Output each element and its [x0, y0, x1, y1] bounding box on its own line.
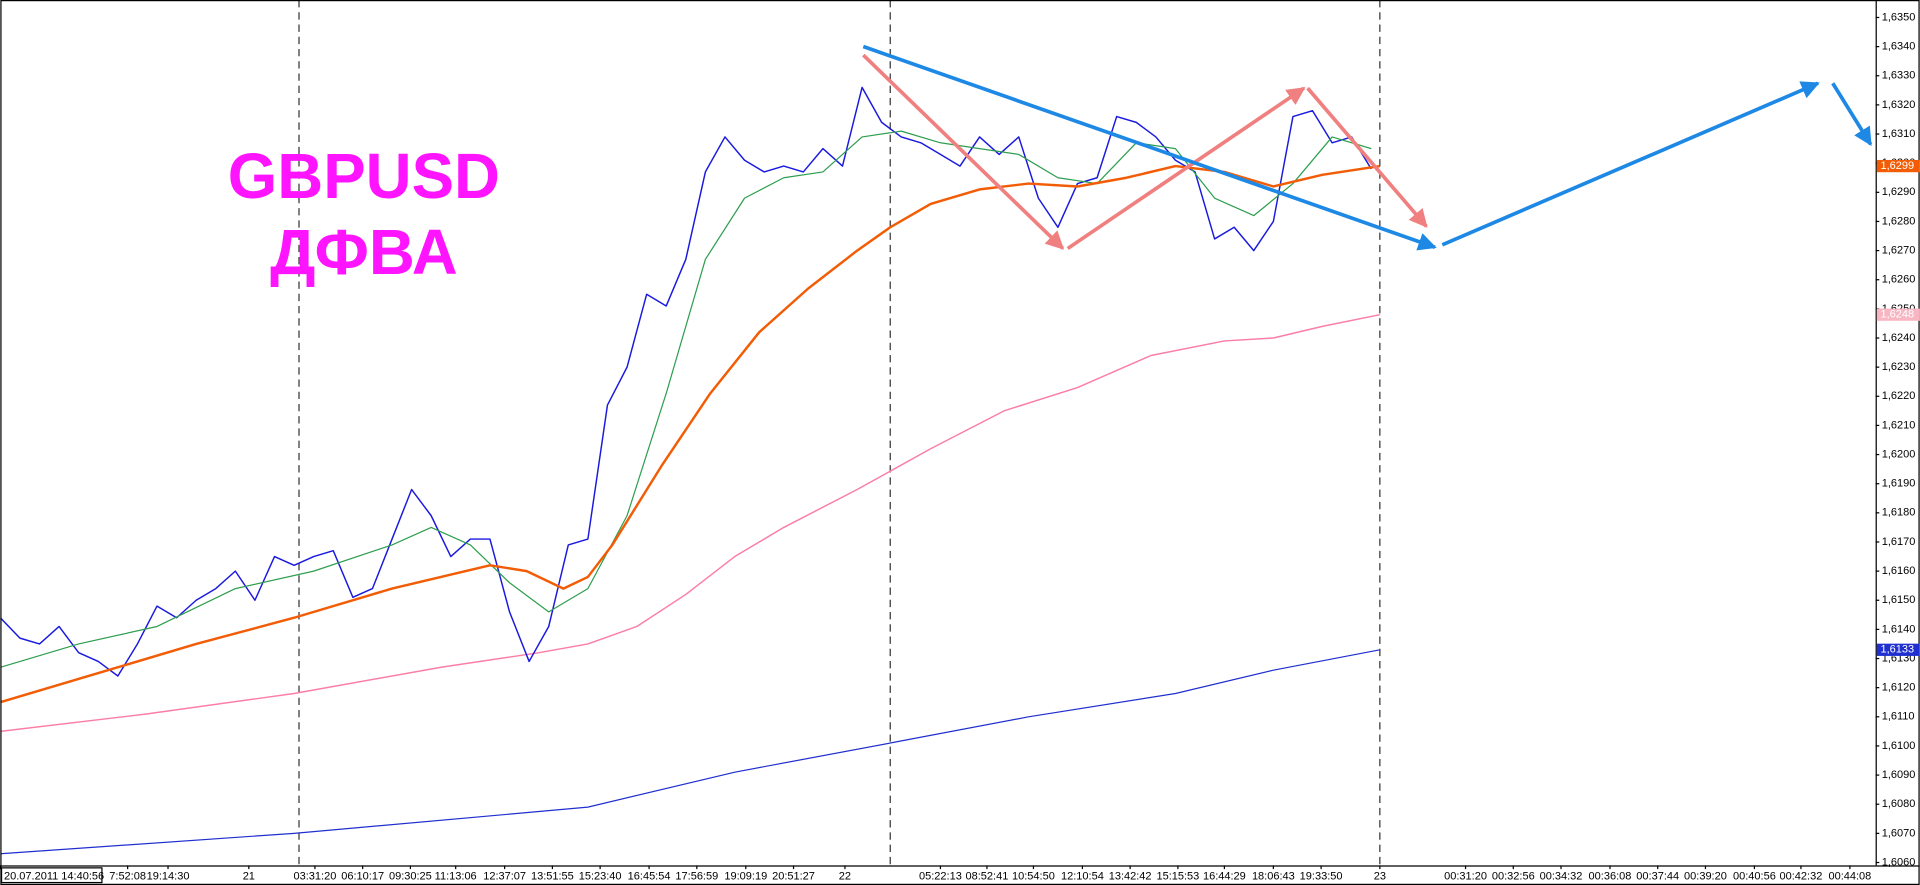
y-tick-label: 1,6280	[1882, 215, 1916, 227]
trend-arrow	[1441, 81, 1820, 247]
y-tick-label: 1,6330	[1882, 70, 1916, 82]
series-line	[0, 649, 1380, 855]
plot-area	[0, 0, 1381, 866]
x-tick-label: 05:22:13	[919, 870, 962, 882]
y-tick-label: 1,6100	[1882, 740, 1916, 752]
drawings	[862, 44, 1873, 251]
x-tick-label: 21	[243, 870, 255, 882]
x-tick-label: 20:51:27	[772, 870, 815, 882]
y-tick-label: 1,6310	[1882, 128, 1916, 140]
x-tick-label: 18:06:43	[1252, 870, 1295, 882]
price-label-box	[1876, 308, 1920, 321]
y-tick-label: 1,6090	[1882, 769, 1916, 781]
trend-arrow	[1831, 82, 1873, 147]
x-tick-label: 19:09:19	[724, 870, 767, 882]
x-tick-label: 15:23:40	[579, 870, 622, 882]
series-line	[0, 86, 1372, 677]
x-tick-label: 12:37:07	[483, 870, 526, 882]
price-label: 1,6248	[1880, 309, 1914, 321]
x-tick-label: 00:36:08	[1589, 870, 1632, 882]
y-tick-label: 1,6080	[1882, 798, 1916, 810]
x-tick-label: 13:51:55	[531, 870, 574, 882]
x-tick-label: 19:33:50	[1300, 870, 1343, 882]
x-tick-box	[0, 867, 103, 884]
trend-arrow	[862, 44, 1437, 251]
x-tick-label: 16:44:29	[1203, 870, 1246, 882]
x-tick-label: 10:54:50	[1012, 870, 1055, 882]
y-tick-label: 1,6320	[1882, 99, 1916, 111]
trend-arrow	[862, 53, 1065, 250]
x-tick-label: 20.07.2011 14:40:56	[4, 870, 104, 882]
x-tick-label: 00:34:32	[1540, 870, 1583, 882]
y-tick-label: 1,6230	[1882, 361, 1916, 373]
y-tick-label: 1,6220	[1882, 390, 1916, 402]
x-tick-label: 00:44:08	[1828, 870, 1871, 882]
y-tick-label: 1,6200	[1882, 448, 1916, 460]
price-label-box	[1876, 643, 1920, 656]
y-tick-label: 1,6120	[1882, 682, 1916, 694]
x-tick-label: 11:13:06	[435, 870, 477, 882]
price-label: 1,6299	[1880, 160, 1914, 172]
x-tick-label: 00:42:32	[1780, 870, 1823, 882]
x-tick-label: 00:37:44	[1636, 870, 1679, 882]
trend-arrow	[1306, 86, 1428, 228]
y-tick-label: 1,6180	[1882, 507, 1916, 519]
y-tick-label: 1,6150	[1882, 594, 1916, 606]
series-line	[0, 130, 1372, 668]
series-line	[0, 313, 1381, 733]
y-tick-label: 1,6210	[1882, 419, 1916, 431]
x-tick-label: 00:31:20	[1444, 870, 1487, 882]
x-tick-label: 16:45:54	[628, 870, 671, 882]
y-tick-label: 1,6340	[1882, 41, 1916, 53]
y-tick-label: 1,6240	[1882, 332, 1916, 344]
x-tick-label: 00:32:56	[1492, 870, 1535, 882]
y-tick-label: 1,6070	[1882, 827, 1916, 839]
y-tick-label: 1,6270	[1882, 244, 1916, 256]
y-tick-label: 1,6290	[1882, 186, 1916, 198]
x-tick-label: 00:40:56	[1733, 870, 1776, 882]
trend-arrow	[1066, 86, 1306, 251]
y-tick-label: 1,6110	[1882, 711, 1915, 723]
x-tick-label: 17:56:59	[675, 870, 718, 882]
x-tick-label: 7:52:08	[109, 870, 146, 882]
price-label: 1,6133	[1880, 644, 1914, 656]
x-tick-label: 22	[839, 870, 851, 882]
x-tick-label: 08:52:41	[966, 870, 1009, 882]
x-tick-label: 00:39:20	[1684, 870, 1727, 882]
price-label-box	[1876, 159, 1920, 173]
y-tick-label: 1,6140	[1882, 623, 1916, 635]
x-tick-label: 06:10:17	[341, 870, 384, 882]
x-tick-label: 15:15:53	[1156, 870, 1199, 882]
y-tick-label: 1,6060	[1882, 856, 1916, 868]
series-line	[0, 164, 1381, 704]
annotation: GBPUSD	[228, 141, 500, 212]
y-tick-label: 1,6170	[1882, 536, 1916, 548]
x-tick-label: 09:30:25	[389, 870, 432, 882]
y-tick-label: 1,6160	[1882, 565, 1916, 577]
x-tick-label: 12:10:54	[1061, 870, 1104, 882]
y-tick-label: 1,6350	[1882, 11, 1916, 23]
y-tick-label: 1,6190	[1882, 478, 1916, 490]
annotation: ДФВА	[270, 217, 458, 288]
x-tick-label: 19:14:30	[147, 870, 190, 882]
y-tick-label: 1,6260	[1882, 274, 1916, 286]
x-tick-label: 13:42:42	[1109, 870, 1152, 882]
x-tick-label: 23	[1374, 870, 1386, 882]
x-tick-label: 03:31:20	[294, 870, 337, 882]
